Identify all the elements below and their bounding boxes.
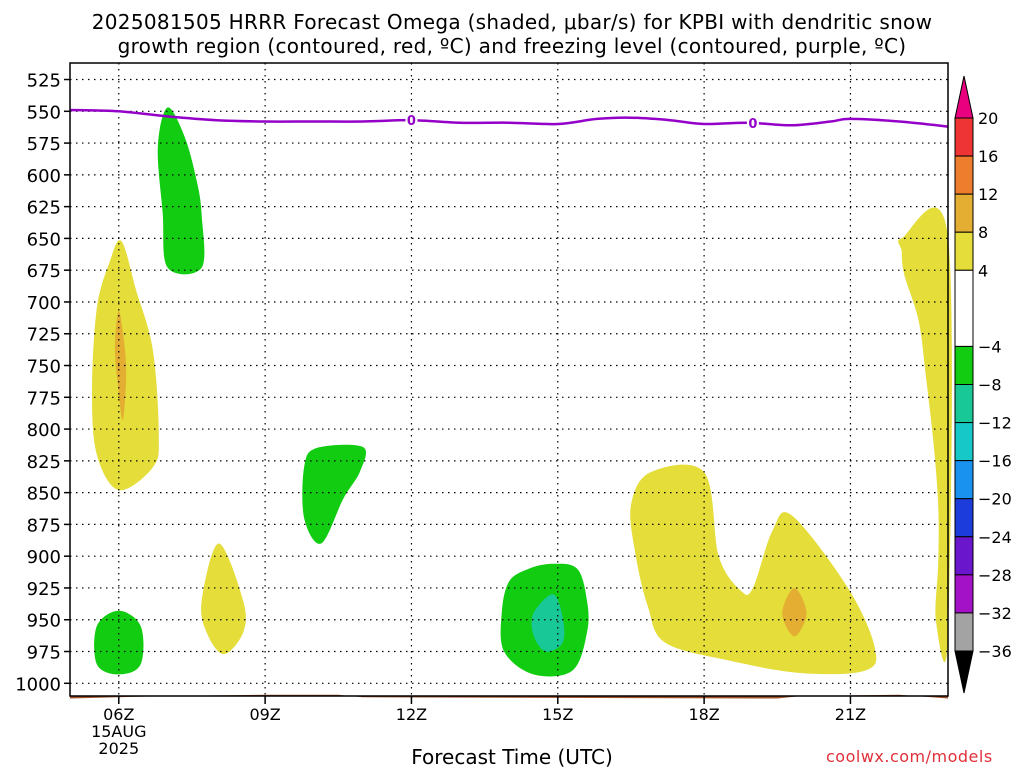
freezing-level-label-0: 0 — [407, 114, 416, 129]
colorbar-band-6 — [954, 345, 974, 385]
colorbar-band-5 — [954, 269, 974, 347]
x-date-label: 15AUG — [91, 722, 146, 741]
colorbar-band-4 — [954, 231, 974, 271]
colorbar: 20 16 12 8 4 −4 −8 −12 −16 −20 −24 −28 −32 −36 — [954, 75, 1012, 694]
colorbar-label-11: −28 — [978, 566, 1012, 585]
x-tick-label-09Z: 09Z — [249, 705, 280, 724]
x-tick-label-06Z: 06Z — [103, 705, 134, 724]
colorbar-label-0: 20 — [978, 109, 998, 128]
x-tick-label-18Z: 18Z — [688, 705, 719, 724]
x-axis-label: Forecast Time (UTC) — [411, 745, 613, 769]
y-tick-label-625: 625 — [27, 198, 61, 219]
colorbar-label-6: −8 — [978, 376, 1002, 395]
colorbar-cap-top — [954, 75, 974, 119]
freezing-level-label-bg-0 — [405, 112, 418, 129]
chart-title-line-1: 2025081505 HRRR Forecast Omega (shaded, … — [91, 10, 933, 34]
watermark-text: coolwx.com/models — [826, 747, 993, 766]
omega-region-8 — [630, 464, 877, 675]
y-tick-label-600: 600 — [27, 166, 61, 187]
x-tick-label-15Z: 15Z — [542, 705, 573, 724]
colorbar-label-7: −12 — [978, 414, 1012, 433]
y-tick-label-825: 825 — [27, 452, 61, 473]
plot-frame — [69, 62, 949, 697]
omega-region-10 — [898, 207, 952, 663]
y-axis: 525 550 575 600 625 650 675 700 725 750 775 800 825 8… — [15, 71, 70, 695]
omega-region-3 — [302, 444, 367, 544]
omega-region-1 — [114, 310, 127, 421]
y-tick-label-650: 650 — [27, 229, 61, 250]
colorbar-band-12 — [954, 574, 974, 614]
colorbar-band-13 — [954, 612, 974, 652]
colorbar-band-3 — [954, 193, 974, 233]
y-tick-label-525: 525 — [27, 71, 61, 92]
omega-region-2 — [157, 107, 205, 275]
omega-region-4 — [201, 543, 246, 655]
grid-layer — [70, 63, 948, 696]
y-tick-label-950: 950 — [27, 611, 61, 632]
x-tick-label-12Z: 12Z — [396, 705, 427, 724]
colorbar-band-9 — [954, 460, 974, 500]
y-tick-label-575: 575 — [27, 134, 61, 155]
colorbar-label-2: 12 — [978, 185, 998, 204]
colorbar-cap-bottom — [954, 650, 974, 694]
colorbar-band-7 — [954, 384, 974, 424]
colorbar-label-5: −4 — [978, 337, 1002, 356]
colorbar-band-10 — [954, 498, 974, 538]
colorbar-label-9: −20 — [978, 490, 1012, 509]
y-tick-label-1000: 1000 — [15, 674, 61, 695]
y-tick-label-750: 750 — [27, 357, 61, 378]
colorbar-label-3: 8 — [978, 223, 988, 242]
y-tick-label-775: 775 — [27, 388, 61, 409]
colorbar-label-8: −16 — [978, 452, 1012, 471]
y-tick-label-550: 550 — [27, 102, 61, 123]
colorbar-label-1: 16 — [978, 147, 998, 166]
y-tick-label-800: 800 — [27, 420, 61, 441]
y-tick-label-700: 700 — [27, 293, 61, 314]
omega-region-9 — [782, 588, 807, 637]
colorbar-label-13: −36 — [978, 642, 1012, 661]
colorbar-label-4: 4 — [978, 261, 988, 280]
chart-title-line-2: growth region (contoured, red, ºC) and f… — [117, 34, 907, 58]
colorbar-band-8 — [954, 422, 974, 462]
colorbar-band-11 — [954, 536, 974, 576]
y-tick-label-725: 725 — [27, 325, 61, 346]
y-tick-label-925: 925 — [27, 579, 61, 600]
colorbar-label-12: −32 — [978, 604, 1012, 623]
x-year-label: 2025 — [98, 739, 139, 758]
y-tick-label-675: 675 — [27, 261, 61, 282]
freezing-level-line — [69, 108, 949, 128]
colorbar-band-1 — [954, 117, 974, 157]
x-tick-label-21Z: 21Z — [835, 705, 866, 724]
colorbar-label-10: −24 — [978, 528, 1012, 547]
y-tick-label-850: 850 — [27, 484, 61, 505]
y-tick-label-975: 975 — [27, 643, 61, 664]
omega-region-7 — [531, 594, 565, 652]
y-tick-label-875: 875 — [27, 515, 61, 536]
freezing-level-label-1: 0 — [748, 117, 757, 132]
omega-region-5 — [94, 610, 144, 675]
colorbar-band-2 — [954, 155, 974, 195]
y-tick-label-900: 900 — [27, 547, 61, 568]
freezing-level-label-bg-1 — [746, 115, 759, 132]
